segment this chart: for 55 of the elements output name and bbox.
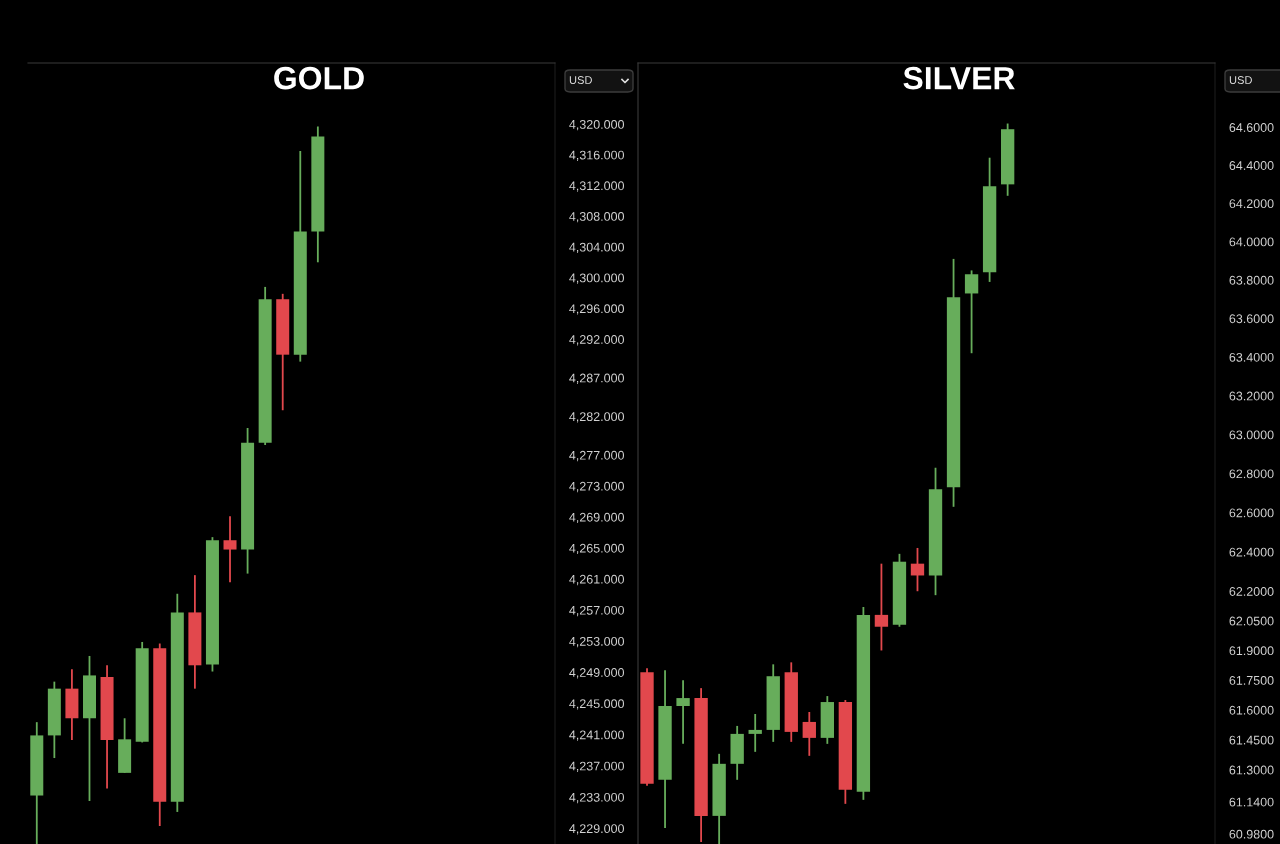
y-tick-label: 63.8000 (1229, 275, 1274, 285)
candlestick (802, 711, 816, 757)
y-tick-label: 4,287.000 (569, 373, 625, 384)
candlestick (748, 713, 762, 753)
y-tick-label: 4,245.000 (569, 699, 625, 710)
text: USD (569, 76, 592, 84)
y-tick-label: 4,257.000 (569, 605, 625, 617)
y-tick-label: 4,233.000 (569, 792, 625, 804)
y-tick-label: 61.6000 (1229, 705, 1274, 715)
y-tick-label: 61.4500 (1229, 735, 1274, 745)
y-tick-label: 4,237.000 (569, 761, 625, 772)
text: USD (1229, 76, 1252, 84)
y-tick-label: 4,241.000 (569, 730, 625, 741)
chart-title: SILVER (903, 66, 1015, 90)
y-tick-label: 4,277.000 (569, 450, 625, 462)
y-tick-label: 64.4000 (1229, 161, 1274, 170)
y-tick-label: 61.9000 (1229, 646, 1274, 656)
y-tick-label: 4,308.000 (569, 212, 625, 223)
y-tick-label: 4,320.000 (569, 119, 625, 131)
y-tick-label: 62.6000 (1229, 508, 1274, 518)
y-tick-label: 4,249.000 (569, 668, 625, 679)
candlestick (874, 562, 889, 652)
y-tick-label: 62.8000 (1229, 469, 1274, 479)
y-tick-label: 4,265.000 (569, 543, 625, 555)
y-tick-label: 61.1400 (1229, 797, 1274, 807)
y-tick-label: 63.0000 (1229, 430, 1274, 440)
y-tick-label: 64.6000 (1229, 123, 1274, 132)
y-tick-label: 4,296.000 (569, 304, 625, 315)
y-tick-label: 4,269.000 (569, 512, 625, 524)
y-tick-label: 60.9800 (1229, 829, 1274, 839)
candlestick (964, 269, 979, 355)
y-tick-label: 63.2000 (1229, 391, 1274, 401)
y-tick-label: 4,316.000 (569, 150, 625, 161)
y-tick-label: 4,229.000 (569, 824, 625, 835)
y-tick-label: 4,282.000 (569, 412, 625, 423)
y-tick-label: 64.0000 (1229, 237, 1274, 247)
y-tick-label: 63.4000 (1229, 352, 1274, 362)
y-tick-label: 64.2000 (1229, 199, 1274, 209)
candlestick (223, 515, 237, 584)
y-tick-label: 4,253.000 (569, 636, 625, 648)
candlestick (676, 679, 690, 745)
chart-title: GOLD (274, 66, 364, 90)
y-tick-label: 61.3000 (1229, 765, 1274, 775)
y-tick-label: 62.4000 (1229, 547, 1274, 557)
y-tick-label: 4,273.000 (569, 481, 625, 493)
y-tick-label: 4,261.000 (569, 574, 625, 586)
y-tick-label: 61.7500 (1229, 676, 1274, 685)
y-tick-label: 4,300.000 (569, 273, 625, 284)
y-tick-label: 62.0500 (1229, 616, 1274, 626)
y-tick-label: 62.2000 (1229, 587, 1274, 596)
candlestick (910, 547, 925, 593)
y-tick-label: 4,312.000 (569, 181, 625, 192)
y-tick-label: 4,304.000 (569, 242, 625, 254)
y-tick-label: 4,292.000 (569, 335, 625, 346)
y-tick-label: 63.6000 (1229, 314, 1274, 324)
